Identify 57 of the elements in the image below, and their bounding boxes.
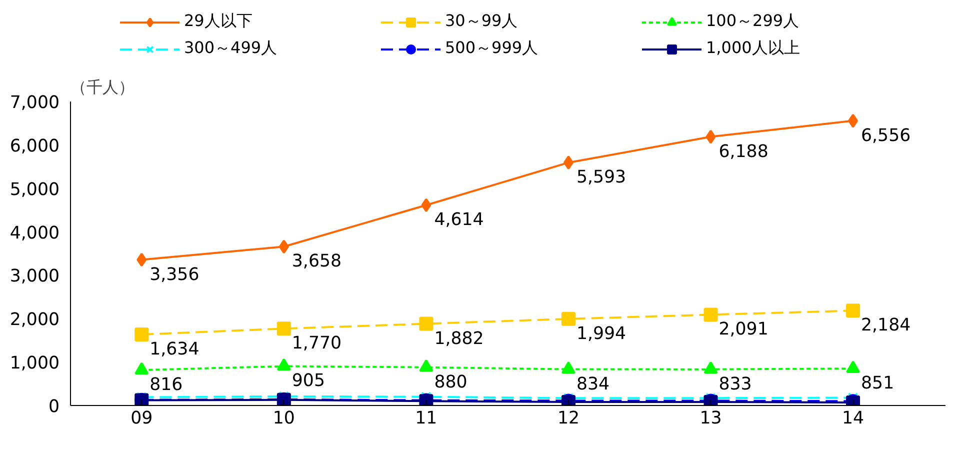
point [561, 361, 576, 374]
point [134, 328, 149, 342]
data-label: 1,994 [576, 324, 626, 344]
data-label: 833 [718, 374, 752, 394]
data-label: 1,634 [150, 340, 200, 360]
point [276, 322, 291, 336]
point [706, 130, 716, 144]
x-tick-label: 14 [842, 408, 864, 428]
data-label: 3,356 [150, 264, 200, 285]
y-axis-title: （千人） [70, 78, 134, 96]
y-tick-label: 5,000 [10, 180, 60, 200]
point [704, 308, 718, 322]
point [421, 198, 432, 212]
point [846, 360, 860, 374]
point [846, 304, 860, 318]
point [278, 240, 289, 254]
data-label: 880 [434, 372, 468, 392]
point [848, 114, 858, 128]
legend-label: 100～299人 [706, 11, 800, 32]
point [419, 316, 434, 331]
x-tick-label: 09 [130, 408, 153, 428]
data-label: 905 [292, 371, 325, 392]
data-label: 6,188 [718, 142, 768, 162]
y-tick-label: 1,000 [10, 354, 60, 374]
x-tick-label: 12 [557, 408, 580, 428]
y-tick-label: 4,000 [10, 223, 60, 244]
data-label: 5,593 [576, 168, 626, 188]
point [134, 362, 149, 375]
x-tick-label: 10 [272, 408, 295, 428]
x-tick-label: 11 [415, 408, 438, 428]
data-label: 2,184 [861, 316, 911, 336]
y-tick-label: 2,000 [10, 310, 60, 330]
point [561, 312, 576, 326]
point [419, 359, 434, 372]
y-tick-label: 3,000 [10, 266, 60, 287]
y-tick-label: 7,000 [10, 93, 60, 113]
data-label: 2,091 [718, 320, 768, 340]
y-tick-label: 0 [48, 397, 60, 417]
data-label: 834 [576, 374, 610, 394]
point [276, 358, 291, 371]
legend-label: 500～999人 [445, 38, 540, 59]
point [563, 156, 574, 170]
legend-label: 29人以下 [184, 11, 254, 32]
data-label: 816 [150, 375, 183, 396]
data-label: 6,556 [861, 126, 911, 146]
point [704, 361, 718, 374]
legend-label: 1,000人以上 [706, 38, 801, 59]
x-tick-label: 13 [700, 408, 722, 428]
point [136, 252, 147, 267]
data-label: 1,770 [292, 334, 342, 354]
data-label: 851 [861, 374, 894, 394]
legend-label: 30～99人 [445, 11, 519, 32]
legend-label: 300～499人 [184, 38, 278, 59]
y-tick-label: 6,000 [10, 136, 60, 156]
data-label: 4,614 [434, 210, 484, 230]
data-label: 1,882 [434, 328, 484, 349]
data-label: 3,658 [292, 252, 342, 272]
